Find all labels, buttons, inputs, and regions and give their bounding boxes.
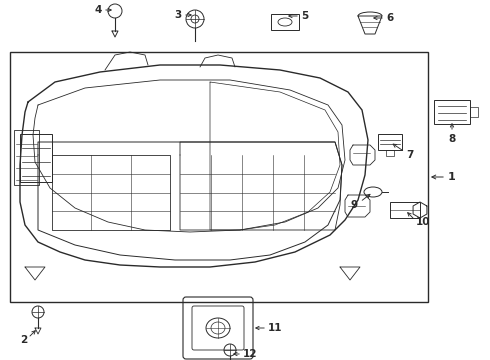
Text: 5: 5 [301, 11, 308, 21]
Bar [470, 107, 478, 117]
Text: 8: 8 [448, 134, 456, 144]
Bar [10, 52, 428, 302]
Text: 10: 10 [416, 217, 431, 227]
Text: 9: 9 [351, 200, 358, 210]
Text: 7: 7 [406, 150, 414, 160]
Text: 6: 6 [386, 13, 393, 23]
Text: 3: 3 [175, 10, 182, 20]
Bar [14, 130, 39, 185]
Bar [20, 134, 52, 182]
Bar [434, 100, 470, 124]
Text: 11: 11 [268, 323, 283, 333]
Bar [271, 14, 299, 30]
Text: 4: 4 [95, 5, 102, 15]
Text: 2: 2 [20, 335, 27, 345]
Bar [378, 134, 402, 150]
Text: 1: 1 [448, 172, 456, 182]
Bar [386, 150, 394, 156]
Text: 12: 12 [243, 349, 258, 359]
Bar [390, 202, 420, 218]
